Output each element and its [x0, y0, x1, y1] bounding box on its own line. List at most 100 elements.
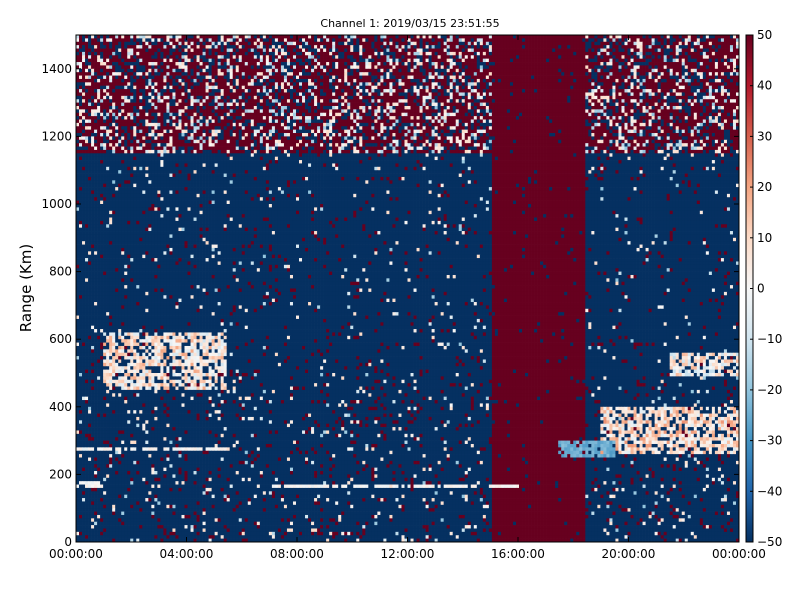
heatmap-cell	[232, 62, 237, 66]
heatmap-cell	[515, 102, 520, 107]
heatmap-cell	[669, 62, 674, 66]
heatmap-cell	[512, 58, 517, 63]
heatmap-cell	[500, 75, 505, 80]
heatmap-cell	[461, 51, 466, 56]
heatmap-cell	[606, 58, 610, 63]
heatmap-cell	[636, 68, 640, 73]
heatmap-cell	[642, 105, 646, 110]
heatmap-cell	[76, 55, 80, 60]
heatmap-cell	[522, 68, 526, 73]
heatmap-cell	[292, 55, 297, 60]
heatmap-cell	[467, 62, 472, 66]
heatmap-cell	[663, 82, 668, 87]
heatmap-cell	[350, 75, 354, 80]
heatmap-cell	[112, 72, 116, 76]
heatmap-cell	[546, 89, 550, 93]
heatmap-cell	[223, 78, 228, 83]
heatmap-cell	[735, 105, 740, 110]
heatmap-cell	[642, 58, 646, 63]
heatmap-cell	[395, 68, 399, 73]
heatmap-cell	[127, 48, 131, 53]
heatmap-cell	[401, 65, 405, 70]
heatmap-cell	[139, 45, 143, 49]
heatmap-cell	[130, 92, 134, 97]
heatmap-cell	[639, 51, 643, 56]
heatmap-cell	[515, 82, 520, 87]
heatmap-cell	[244, 78, 249, 83]
heatmap-cell	[440, 41, 445, 46]
heatmap-cell	[253, 75, 258, 80]
heatmap-cell	[455, 109, 460, 114]
heatmap-cell	[612, 92, 616, 97]
heatmap-cell	[597, 82, 601, 87]
heatmap-cell	[404, 58, 408, 63]
heatmap-cell	[515, 41, 520, 46]
heatmap-cell	[627, 105, 631, 110]
heatmap-cell	[302, 41, 306, 46]
heatmap-cell	[434, 55, 438, 60]
heatmap-cell	[609, 99, 613, 103]
heatmap-cell	[256, 68, 261, 73]
heatmap-cell	[413, 82, 417, 87]
heatmap-cell	[226, 95, 231, 100]
heatmap-cell	[558, 95, 562, 100]
heatmap-cell	[546, 51, 550, 56]
heatmap-cell	[235, 85, 240, 90]
heatmap-cell	[723, 95, 728, 100]
heatmap-cell	[106, 45, 110, 49]
heatmap-cell	[286, 85, 291, 90]
heatmap-cell	[525, 35, 529, 39]
heatmap-cell	[118, 62, 122, 66]
heatmap-cell	[437, 99, 441, 103]
heatmap-cell	[410, 92, 414, 97]
heatmap-cell	[94, 48, 98, 53]
heatmap-cell	[305, 92, 309, 97]
heatmap-cell	[735, 38, 740, 43]
heatmap-cell	[488, 35, 493, 39]
heatmap-cell	[410, 95, 414, 100]
heatmap-cell	[500, 65, 505, 70]
heatmap-cell	[208, 35, 212, 39]
heatmap-cell	[660, 68, 665, 73]
heatmap-cell	[139, 78, 143, 83]
heatmap-cell	[115, 48, 119, 53]
heatmap-cell	[588, 75, 592, 80]
heatmap-cell	[229, 92, 234, 97]
heatmap-cell	[323, 109, 327, 114]
heatmap-cell	[660, 35, 665, 39]
heatmap-cell	[630, 75, 634, 80]
heatmap-cell	[395, 35, 399, 39]
heatmap-cell	[383, 45, 387, 49]
heatmap-cell	[603, 85, 607, 90]
heatmap-cell	[389, 105, 393, 110]
heatmap-cell	[193, 95, 197, 100]
heatmap-cell	[347, 55, 351, 60]
heatmap-cell	[621, 48, 625, 53]
heatmap-cell	[497, 65, 502, 70]
heatmap-cell	[181, 92, 185, 97]
heatmap-cell	[148, 51, 152, 56]
heatmap-cell	[723, 75, 728, 80]
heatmap-cell	[311, 41, 315, 46]
heatmap-cell	[567, 62, 571, 66]
heatmap-cell	[714, 82, 719, 87]
heatmap-cell	[338, 45, 342, 49]
heatmap-cell	[567, 41, 571, 46]
heatmap-cell	[347, 92, 351, 97]
heatmap-cell	[127, 99, 131, 103]
heatmap-cell	[552, 105, 556, 110]
heatmap-cell	[654, 99, 658, 103]
heatmap-cell	[280, 99, 285, 103]
heatmap-cell	[338, 41, 342, 46]
heatmap-cell	[630, 51, 634, 56]
heatmap-cell	[482, 58, 487, 63]
heatmap-cell	[422, 41, 426, 46]
heatmap-cell	[163, 95, 167, 100]
heatmap-cell	[573, 102, 577, 107]
heatmap-cell	[151, 89, 155, 93]
heatmap-cell	[675, 99, 680, 103]
heatmap-cell	[374, 105, 378, 110]
heatmap-cell	[576, 72, 580, 76]
heatmap-cell	[94, 78, 98, 83]
heatmap-cell	[109, 38, 113, 43]
